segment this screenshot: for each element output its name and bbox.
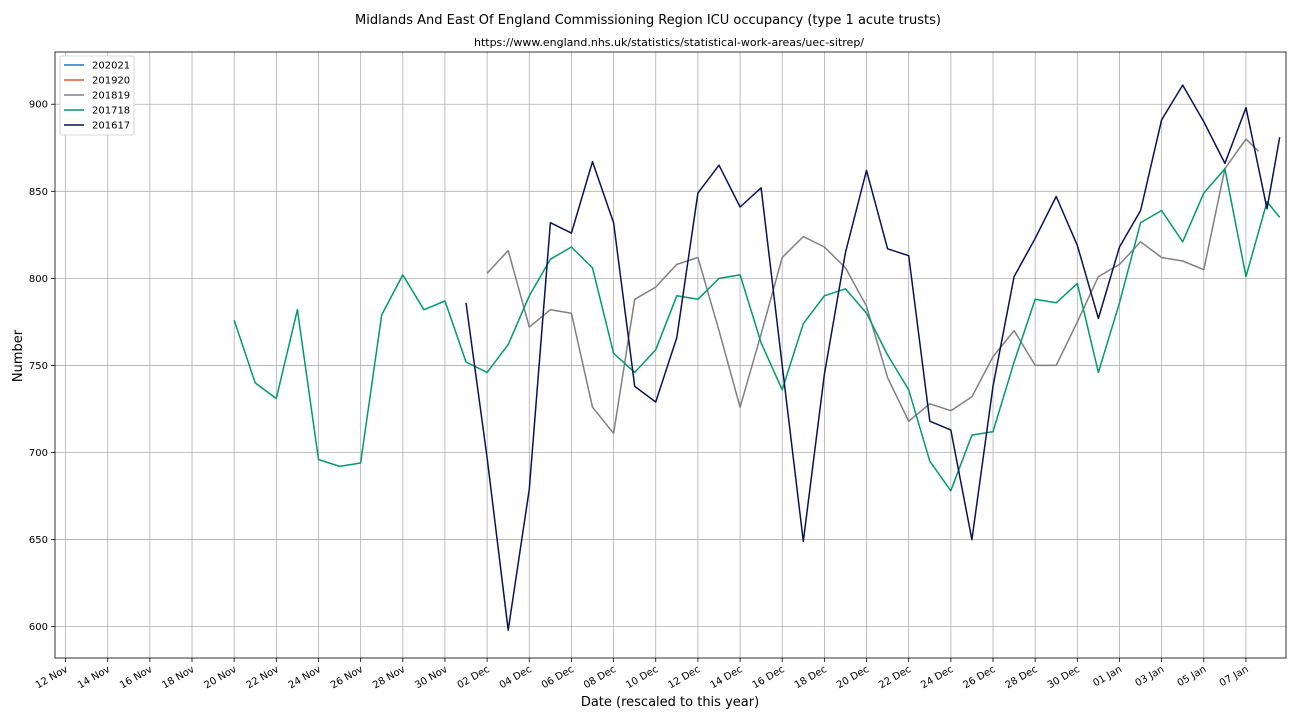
x-tick-label: 22 Dec: [877, 664, 913, 691]
x-tick-label: 16 Dec: [751, 664, 787, 691]
x-tick-label: 06 Dec: [540, 664, 576, 691]
grid: [55, 52, 1286, 658]
y-axis: 600 650 700 750 800 850 900: [29, 100, 55, 633]
legend-label: 201920: [92, 76, 130, 87]
x-axis-label: Date (rescaled to this year): [581, 695, 759, 710]
x-tick-label: 30 Nov: [413, 664, 449, 691]
y-tick-label: 750: [29, 361, 48, 372]
x-tick-label: 14 Dec: [709, 664, 745, 691]
legend-box: [59, 55, 135, 136]
x-tick-label: 05 Jan: [1176, 664, 1209, 689]
chart-title: Midlands And East Of England Commissioni…: [355, 13, 941, 28]
x-tick-label: 01 Jan: [1091, 664, 1124, 689]
x-tick-label: 26 Dec: [961, 664, 997, 691]
x-tick-label: 02 Dec: [456, 664, 492, 691]
x-tick-label: 16 Nov: [118, 664, 154, 691]
y-tick-label: 850: [29, 187, 48, 198]
y-tick-label: 650: [29, 535, 48, 546]
legend-label: 201718: [92, 106, 130, 117]
x-tick-label: 18 Nov: [160, 664, 196, 691]
x-tick-label: 14 Nov: [76, 664, 112, 691]
x-tick-label: 26 Nov: [329, 664, 365, 691]
x-tick-label: 28 Nov: [371, 664, 407, 691]
x-tick-label: 24 Dec: [919, 664, 955, 691]
legend-label: 202021: [92, 61, 130, 72]
x-tick-label: 30 Dec: [1046, 664, 1082, 691]
x-tick-label: 03 Jan: [1134, 664, 1167, 689]
y-tick-label: 800: [29, 274, 48, 285]
x-tick-label: 22 Nov: [245, 664, 281, 691]
x-tick-label: 07 Jan: [1218, 664, 1251, 689]
x-tick-label: 12 Dec: [666, 664, 702, 691]
plot-frame: [54, 51, 1287, 659]
y-tick-label: 700: [29, 448, 48, 459]
x-tick-label: 28 Dec: [1004, 664, 1040, 691]
x-tick-label: 24 Nov: [287, 664, 323, 691]
y-axis-label: Number: [11, 329, 26, 382]
chart-subtitle: https://www.england.nhs.uk/statistics/st…: [474, 36, 864, 49]
x-tick-label: 10 Dec: [624, 664, 660, 691]
x-axis: 12 Nov 14 Nov 16 Nov 18 Nov 20 Nov 22 Nov 24 N…: [34, 658, 1251, 691]
y-tick-label: 900: [29, 100, 48, 111]
legend: 202021 201920 201819 201718 201617: [59, 55, 135, 136]
x-tick-label: 12 Nov: [34, 664, 70, 691]
series-layer: [233, 84, 1281, 631]
x-tick-label: 18 Dec: [793, 664, 829, 691]
series-line-201617: [465, 84, 1281, 631]
x-tick-label: 08 Dec: [582, 664, 618, 691]
legend-label: 201819: [92, 91, 130, 102]
x-tick-label: 04 Dec: [498, 664, 534, 691]
x-tick-label: 20 Nov: [202, 664, 238, 691]
y-tick-label: 600: [29, 622, 48, 633]
x-tick-label: 20 Dec: [835, 664, 871, 691]
legend-label: 201617: [92, 121, 130, 132]
series-line-201819: [486, 138, 1260, 435]
series-line-201718: [233, 167, 1281, 492]
